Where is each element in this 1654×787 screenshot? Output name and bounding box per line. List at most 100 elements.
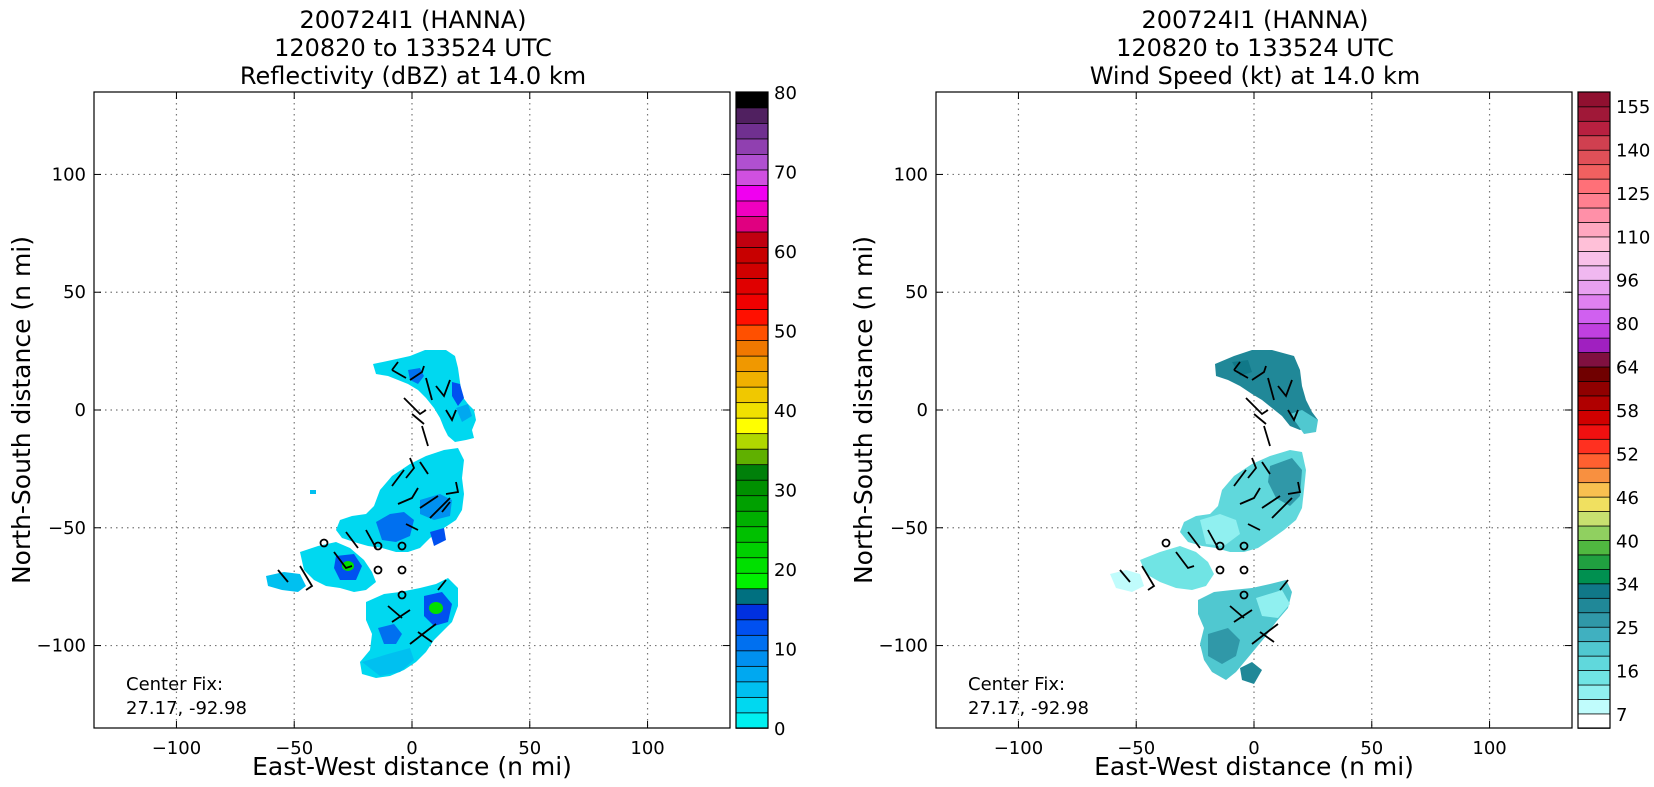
echo-central-core-2 [420, 494, 452, 520]
colorbar-label: 34 [1616, 575, 1639, 596]
colorbar-label: 0 [774, 719, 785, 740]
colorbar-swatch [735, 339, 769, 357]
colorbar-swatch [1577, 380, 1611, 397]
echo-west-spur [266, 572, 306, 592]
y-tick-label: −50 [48, 518, 86, 539]
station-circle [397, 541, 407, 551]
axis-ticks: −100 −50 0 50 100 100 50 0 −50 −100 [879, 92, 1572, 759]
wind-speed-field [1110, 350, 1318, 684]
x-tick-label: −100 [152, 738, 201, 759]
colorbar-swatch [1577, 424, 1611, 440]
colorbar-swatch [1577, 409, 1611, 426]
y-tick-label: −100 [879, 636, 928, 657]
x-axis-label: East-West distance (n mi) [1094, 752, 1414, 781]
colorbar-swatch [1577, 178, 1611, 194]
x-tick-label: 0 [1248, 738, 1259, 759]
wind-south-dark [1208, 628, 1240, 664]
colorbar-swatch [1577, 134, 1611, 151]
title-line-3: Wind Speed (kt) at 14.0 km [1090, 62, 1421, 90]
colorbar-swatch [735, 107, 769, 124]
station-circle [1239, 590, 1249, 600]
colorbar-label: 58 [1616, 401, 1639, 422]
station-circle [373, 541, 383, 551]
station-circle [1161, 538, 1171, 548]
station-circle [397, 565, 407, 575]
colorbar-swatch [735, 432, 769, 450]
colorbar-swatch [1577, 496, 1611, 512]
colorbar-swatch [735, 293, 769, 310]
colorbar-swatch [1577, 510, 1611, 527]
echo-central-band [336, 448, 464, 552]
colorbar-frame [1577, 91, 1611, 729]
colorbar-swatch [735, 246, 769, 264]
colorbar-swatch [735, 619, 769, 636]
y-tick-label: 0 [917, 400, 928, 421]
colorbar-label: 125 [1616, 184, 1650, 205]
echo-west-peak [342, 561, 354, 571]
colorbar-swatch [735, 494, 769, 512]
colorbar-label: 64 [1616, 358, 1639, 379]
wind-barbs [277, 361, 460, 645]
echo-central-core [376, 512, 414, 542]
colorbar-label: 110 [1616, 227, 1650, 248]
colorbar-swatch [1577, 265, 1611, 281]
wind-north-light [1290, 410, 1318, 434]
colorbar-swatch [735, 448, 769, 466]
echo-field [266, 350, 476, 678]
colorbar-swatch [735, 479, 769, 497]
colorbar-swatch [1577, 438, 1611, 455]
x-tick-label: −50 [1117, 738, 1155, 759]
colorbar-swatch [1577, 366, 1611, 382]
echo-north-core-2 [452, 382, 464, 406]
colorbar-swatch [1577, 698, 1611, 715]
colorbar-swatch [1577, 554, 1611, 570]
y-tick-label: 100 [894, 164, 928, 185]
colorbar-swatch [1577, 120, 1611, 137]
station-circle [1239, 541, 1249, 551]
colorbar-swatch [735, 712, 769, 729]
echo-south-tail [362, 648, 414, 676]
x-tick-label: 50 [1360, 738, 1383, 759]
colorbar-swatch [735, 525, 769, 543]
colorbar-swatch [1577, 149, 1611, 166]
x-tick-label: −100 [994, 738, 1043, 759]
colorbar-swatch [735, 138, 769, 155]
colorbar-swatch [1577, 351, 1611, 368]
colorbar-swatch [735, 200, 769, 217]
center-fix-label: Center Fix: [968, 674, 1065, 695]
station-circle [1239, 565, 1249, 575]
colorbar-label: 80 [774, 83, 797, 104]
wind-south-tail [1240, 662, 1262, 684]
wind-south-light [1256, 590, 1290, 618]
colorbar-swatch [1577, 626, 1611, 643]
echo-central-core-3 [430, 528, 446, 546]
colorbar-swatch [735, 91, 769, 109]
colorbar-swatch [735, 386, 769, 404]
colorbar-swatch [1577, 293, 1611, 310]
colorbar: 80 70 60 50 40 30 20 10 0 [735, 83, 797, 740]
colorbar-swatch [735, 556, 769, 574]
colorbar-swatch [735, 401, 769, 419]
x-tick-label: 100 [630, 738, 664, 759]
colorbar-label: 40 [774, 401, 797, 422]
title-line-1: 200724I1 (HANNA) [1141, 6, 1368, 34]
colorbar-swatch [1577, 481, 1611, 498]
colorbar-swatch [735, 262, 769, 279]
colorbar-swatch [1577, 525, 1611, 541]
colorbar-label: 155 [1616, 97, 1650, 118]
wind-speed-panel: 200724I1 (HANNA) 120820 to 133524 UTC Wi… [849, 6, 1650, 781]
colorbar-label: 140 [1616, 140, 1650, 161]
y-axis-label: North-South distance (n mi) [849, 236, 878, 584]
colorbar-swatch [1577, 611, 1611, 628]
colorbar-swatch [1577, 655, 1611, 671]
y-axis-label: North-South distance (n mi) [7, 236, 36, 584]
colorbar-label: 46 [1616, 488, 1639, 509]
colorbar-swatch [735, 665, 769, 683]
colorbar-frame [735, 91, 769, 729]
colorbar-swatch [1577, 207, 1611, 223]
colorbar-swatch [1577, 684, 1611, 700]
colorbar-swatch [1577, 106, 1611, 122]
gridlines [936, 92, 1572, 728]
x-tick-label: −50 [275, 738, 313, 759]
